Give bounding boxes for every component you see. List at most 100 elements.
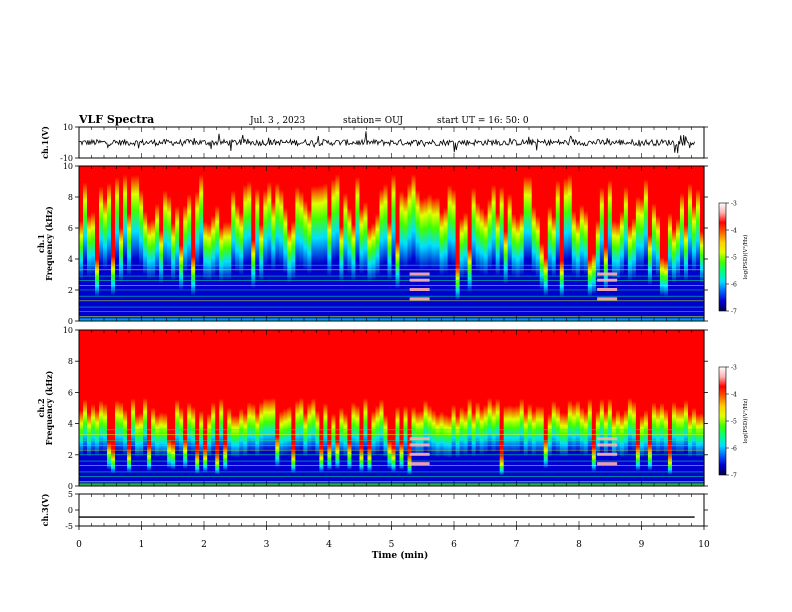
spectrogram-column bbox=[107, 330, 112, 486]
spectrogram-column bbox=[579, 330, 585, 486]
spectrogram-column bbox=[295, 166, 300, 321]
spectrogram-column bbox=[611, 330, 617, 486]
spectrogram-column bbox=[83, 166, 88, 321]
event-band bbox=[409, 443, 430, 447]
spectrogram-column bbox=[83, 330, 88, 486]
spectrogram-column bbox=[319, 330, 324, 486]
spectrogram-column bbox=[615, 166, 621, 321]
spectrogram-column bbox=[131, 166, 136, 321]
spectrogram-column bbox=[547, 330, 553, 486]
spectrogram-column bbox=[683, 166, 689, 321]
spectrogram-column bbox=[627, 330, 633, 486]
spectrogram-column bbox=[451, 330, 457, 486]
spectrogram-column bbox=[251, 166, 256, 321]
spectrogram-column bbox=[347, 330, 353, 486]
spectrogram-column bbox=[511, 330, 517, 486]
spectrogram-column bbox=[239, 166, 244, 321]
spectrogram-column bbox=[443, 166, 449, 321]
y-tick-label: 5 bbox=[68, 490, 73, 499]
spectrogram-column bbox=[687, 330, 693, 486]
event-band bbox=[409, 462, 430, 466]
spectrogram-column bbox=[607, 166, 613, 321]
spectrogram-column bbox=[407, 330, 413, 486]
spectrogram-column bbox=[279, 166, 284, 321]
x-tick-label: 1 bbox=[139, 540, 145, 550]
y-tick-label: 0 bbox=[68, 482, 73, 491]
spectrogram-column bbox=[163, 166, 168, 321]
spectrogram-column bbox=[135, 166, 140, 321]
spectrogram-column bbox=[695, 330, 701, 486]
spectrogram-column bbox=[643, 330, 649, 486]
colorbar bbox=[718, 366, 727, 476]
spectrogram-column bbox=[107, 166, 112, 321]
spectrogram-column bbox=[399, 166, 405, 321]
spectrogram-column bbox=[115, 330, 120, 486]
spectrogram-column bbox=[375, 166, 381, 321]
spectrogram-column bbox=[691, 330, 697, 486]
spectrogram-column bbox=[351, 166, 357, 321]
spectrogram-column bbox=[383, 330, 389, 486]
spectrogram-column bbox=[415, 166, 421, 321]
spectrogram-column bbox=[227, 166, 232, 321]
spectrogram-column bbox=[675, 330, 681, 486]
spectrogram-column bbox=[203, 330, 208, 486]
spectrogram-column bbox=[419, 166, 425, 321]
spectrogram-column bbox=[311, 166, 316, 321]
spectrogram-column bbox=[91, 330, 96, 486]
spectrogram-column bbox=[379, 330, 385, 486]
spectrogram-column bbox=[263, 166, 268, 321]
spectrogram-column bbox=[671, 166, 677, 321]
spectrogram-column bbox=[319, 166, 324, 321]
colorbar-label: log(PSD)(V²/Hz) bbox=[742, 399, 749, 444]
ch1-waveform bbox=[78, 131, 695, 154]
spectrogram-column bbox=[495, 166, 501, 321]
spectrogram-column bbox=[111, 330, 116, 486]
spectrogram-column bbox=[191, 166, 196, 321]
spectrogram-column bbox=[183, 330, 188, 486]
spectrogram-column bbox=[451, 166, 457, 321]
event-band bbox=[597, 297, 618, 301]
spectrogram-column bbox=[587, 330, 593, 486]
spectrogram-column bbox=[687, 166, 693, 321]
spectrogram-column bbox=[419, 330, 425, 486]
spectrogram-column bbox=[335, 166, 341, 321]
spectrogram-column bbox=[95, 330, 100, 486]
y-tick-label: 8 bbox=[68, 357, 73, 366]
colorbar-label: log(PSD)(V²/Hz) bbox=[742, 235, 749, 280]
spectrogram-column bbox=[111, 166, 116, 321]
spectrogram-column bbox=[499, 330, 505, 486]
spectrogram-column bbox=[459, 166, 465, 321]
spectrogram-column bbox=[403, 166, 409, 321]
spectrogram-column bbox=[507, 166, 513, 321]
spectrogram-column bbox=[303, 330, 308, 486]
spectrogram-column bbox=[371, 166, 377, 321]
y-tick-label: 2 bbox=[68, 451, 73, 460]
spectrogram-column bbox=[495, 330, 501, 486]
spectrogram-column bbox=[663, 166, 669, 321]
spectrogram-column bbox=[323, 166, 328, 321]
spectrogram-column bbox=[283, 330, 288, 486]
spectrogram-column bbox=[619, 166, 625, 321]
spectrogram-column bbox=[435, 330, 441, 486]
spectrogram-column bbox=[623, 166, 629, 321]
spectrogram-column bbox=[531, 330, 537, 486]
spectrogram-column bbox=[291, 330, 296, 486]
spectrogram-column bbox=[571, 330, 577, 486]
event-band bbox=[409, 297, 430, 301]
spectrogram-column bbox=[195, 166, 200, 321]
spectrogram-column bbox=[375, 330, 381, 486]
colorbar bbox=[718, 202, 727, 312]
spectrogram-column bbox=[155, 330, 160, 486]
spectrogram-column bbox=[159, 166, 164, 321]
spectrogram-column bbox=[499, 166, 505, 321]
spectrogram-column bbox=[243, 330, 248, 486]
spectrogram-column bbox=[675, 166, 681, 321]
spectrogram-column bbox=[635, 330, 641, 486]
spectrogram-column bbox=[387, 330, 393, 486]
spectrogram-column bbox=[639, 330, 645, 486]
spectrogram-column bbox=[259, 330, 264, 486]
spectrogram-column bbox=[327, 166, 333, 321]
x-tick-label: 10 bbox=[698, 540, 710, 550]
y-tick-label: 4 bbox=[68, 255, 73, 264]
y-tick-label: 10 bbox=[63, 326, 73, 335]
